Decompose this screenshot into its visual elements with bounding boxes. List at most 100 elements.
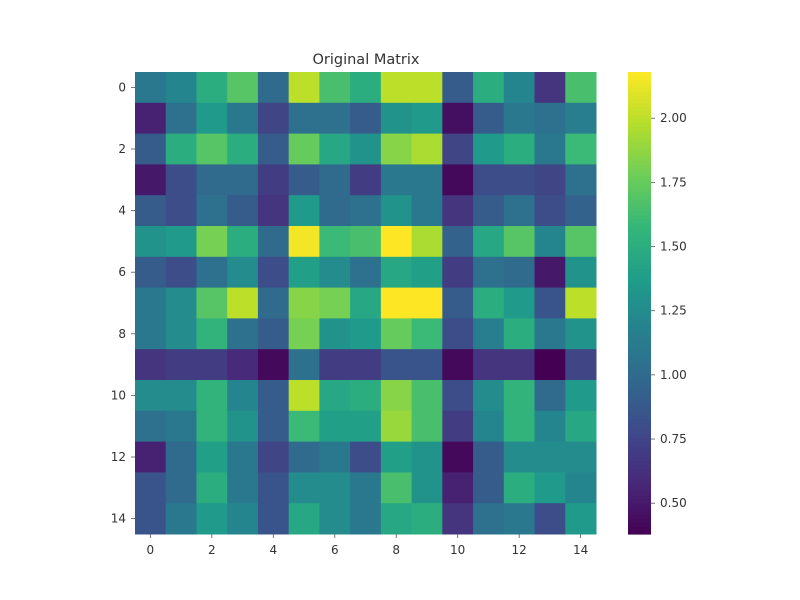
y-tick-label: 10 — [111, 388, 126, 402]
heatmap-cell — [473, 226, 505, 258]
heatmap-cell — [350, 226, 382, 258]
colorbar-segment — [628, 418, 651, 423]
heatmap-cell — [565, 102, 597, 135]
heatmap-cell — [503, 318, 536, 350]
heatmap-cell — [288, 102, 320, 135]
heatmap-cell — [350, 164, 382, 196]
colorbar-segment — [628, 472, 651, 477]
heatmap-cell — [565, 410, 597, 443]
colorbar-segment — [628, 98, 651, 104]
heatmap-cell — [319, 164, 351, 196]
heatmap-cell — [534, 102, 566, 135]
colorbar-segment — [628, 449, 651, 454]
heatmap-cell — [503, 287, 536, 319]
heatmap-cell — [503, 72, 536, 104]
heatmap-cell — [196, 503, 228, 535]
heatmap-cell — [411, 226, 443, 258]
heatmap-cell — [288, 164, 320, 196]
heatmap-cell — [288, 287, 320, 319]
heatmap-cell — [380, 349, 413, 381]
colorbar-segment — [628, 353, 651, 358]
heatmap-cell — [257, 226, 290, 258]
heatmap-cell — [350, 441, 382, 473]
heatmap-cell — [288, 195, 320, 227]
colorbar-segment — [628, 483, 651, 489]
colorbar-segment — [628, 445, 651, 450]
heatmap-cell — [196, 410, 228, 443]
heatmap-cell — [196, 133, 228, 165]
heatmap-cell — [442, 472, 474, 504]
colorbar-tick-label: 0.50 — [660, 496, 687, 510]
colorbar-segment — [628, 122, 651, 127]
x-tick-label: 0 — [147, 543, 155, 557]
heatmap-cell — [565, 441, 597, 473]
colorbar-segment — [628, 480, 651, 485]
colorbar-segment — [628, 453, 651, 458]
heatmap-cell — [227, 503, 259, 535]
heatmap-cell — [442, 287, 474, 319]
heatmap-cell — [319, 72, 351, 104]
heatmap-cell — [196, 441, 228, 473]
heatmap-cell — [196, 226, 228, 258]
heatmap-cell — [411, 441, 443, 473]
colorbar-segment — [628, 368, 651, 373]
heatmap-cell — [350, 503, 382, 535]
heatmap-cell — [135, 256, 167, 289]
heatmap-cell — [196, 380, 228, 412]
heatmap-cell — [380, 472, 413, 504]
colorbar-segment — [628, 164, 651, 169]
heatmap-cell — [350, 102, 382, 135]
y-tick-label: 12 — [111, 450, 126, 464]
colorbar-segment — [628, 349, 651, 354]
heatmap-cell — [135, 102, 167, 135]
heatmap-cell — [503, 349, 536, 381]
colorbar-segment — [628, 383, 651, 389]
heatmap-cell — [227, 256, 259, 289]
heatmap-cell — [165, 349, 197, 381]
heatmap-cell — [257, 256, 290, 289]
colorbar-segment — [628, 410, 651, 416]
heatmap-cell — [380, 380, 413, 412]
colorbar-tick-label: 1.50 — [660, 240, 687, 254]
colorbar-segment — [628, 199, 651, 204]
colorbar-segment — [628, 291, 651, 296]
heatmap-cell — [411, 287, 443, 319]
heatmap-cell — [319, 195, 351, 227]
heatmap-cell — [257, 380, 290, 412]
colorbar-segment — [628, 156, 651, 162]
heatmap-cell — [565, 72, 597, 104]
heatmap-cell — [165, 380, 197, 412]
colorbar-segment — [628, 306, 651, 312]
heatmap-cell — [534, 195, 566, 227]
heatmap-cell — [565, 472, 597, 504]
colorbar-segment — [628, 522, 651, 527]
heatmap-cell — [473, 472, 505, 504]
heatmap-cell — [196, 72, 228, 104]
heatmap-cell — [196, 102, 228, 135]
heatmap-cell — [565, 133, 597, 165]
heatmap-cell — [227, 380, 259, 412]
colorbar-segment — [628, 106, 651, 112]
heatmap-cell — [565, 380, 597, 412]
x-tick-label: 10 — [450, 543, 465, 557]
heatmap-cell — [196, 349, 228, 381]
heatmap-cell — [350, 380, 382, 412]
heatmap-cell — [442, 226, 474, 258]
heatmap-cell — [473, 133, 505, 165]
heatmap-cell — [350, 195, 382, 227]
y-tick-label: 6 — [118, 265, 126, 279]
heatmap-cell — [503, 380, 536, 412]
heatmap-cell — [473, 72, 505, 104]
heatmap-cell — [319, 226, 351, 258]
heatmap-cell — [565, 256, 597, 289]
colorbar-segment — [628, 476, 651, 481]
heatmap-cell — [165, 256, 197, 289]
y-tick-label: 14 — [111, 512, 126, 526]
colorbar-segment — [628, 526, 651, 531]
colorbar-segment — [628, 299, 651, 304]
heatmap-cell — [257, 195, 290, 227]
x-tick-label: 14 — [573, 543, 588, 557]
heatmap-cell — [565, 349, 597, 381]
heatmap-cell — [227, 472, 259, 504]
colorbar-segment — [628, 510, 651, 516]
